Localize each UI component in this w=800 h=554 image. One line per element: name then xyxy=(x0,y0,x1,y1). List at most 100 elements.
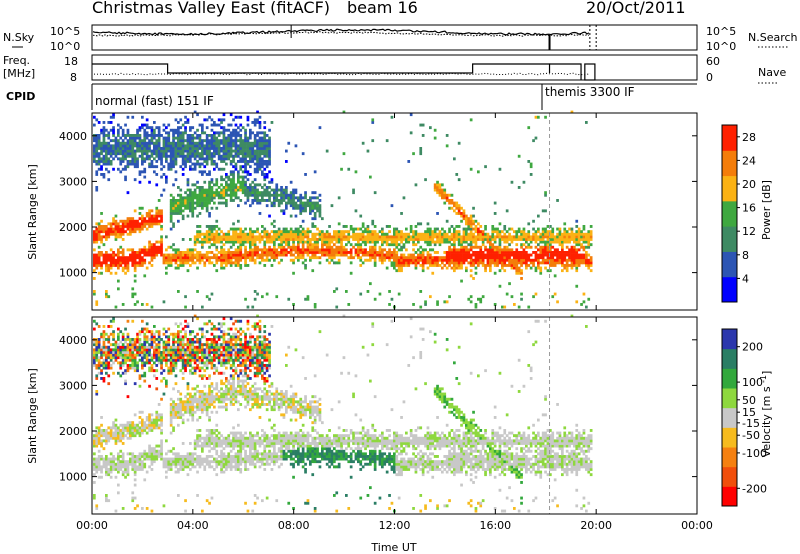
power-cell xyxy=(297,196,300,200)
velocity-cell xyxy=(172,356,175,360)
power-cell xyxy=(429,126,432,130)
power-cell xyxy=(114,149,118,153)
power-cell xyxy=(333,230,336,234)
power-cell xyxy=(491,245,495,249)
power-cell xyxy=(124,165,127,169)
velocity-cell xyxy=(133,382,137,386)
power-cell xyxy=(181,134,185,137)
velocity-cell xyxy=(112,468,115,471)
power-cell xyxy=(491,232,495,236)
power-cell xyxy=(215,131,219,135)
power-cell xyxy=(513,261,516,265)
power-cell xyxy=(306,245,310,249)
power-cell xyxy=(575,243,579,247)
velocity-cell xyxy=(162,462,166,466)
power-cell xyxy=(321,232,324,236)
power-cell xyxy=(400,248,403,252)
power-cell xyxy=(213,183,216,187)
power-cell xyxy=(390,243,394,247)
velocity-cell xyxy=(102,325,106,328)
power-cell xyxy=(378,251,382,254)
power-cell xyxy=(275,238,279,241)
power-cell xyxy=(201,201,204,205)
power-cell xyxy=(172,196,175,200)
power-cell xyxy=(479,248,483,252)
velocity-cell xyxy=(112,317,115,321)
power-cell xyxy=(304,235,307,239)
velocity-cell xyxy=(172,400,175,404)
velocity-cell xyxy=(124,361,127,365)
power-cell xyxy=(373,235,377,239)
power-cell xyxy=(359,264,363,267)
power-cell xyxy=(311,253,315,257)
power-cell xyxy=(301,245,305,249)
power-cell xyxy=(167,147,171,150)
power-cell xyxy=(337,230,341,234)
power-cell xyxy=(479,300,483,304)
velocity-cell xyxy=(124,470,127,474)
power-cell xyxy=(165,271,168,275)
power-cell xyxy=(102,227,106,231)
power-cell xyxy=(321,238,324,241)
power-cell xyxy=(582,238,586,241)
power-cell xyxy=(157,199,161,202)
power-cell xyxy=(517,251,521,254)
velocity-cell xyxy=(167,358,171,362)
power-cell xyxy=(148,248,151,252)
power-cell xyxy=(585,238,588,241)
power-cell xyxy=(97,245,101,249)
velocity-cell xyxy=(93,468,96,471)
power-cell xyxy=(309,209,312,213)
power-cell xyxy=(263,193,267,197)
power-cell xyxy=(153,251,156,254)
power-cell xyxy=(407,258,411,262)
power-cell xyxy=(337,238,341,241)
power-cell xyxy=(177,128,180,132)
power-cell xyxy=(244,188,247,192)
power-cell xyxy=(246,123,250,127)
power-cell xyxy=(220,157,223,161)
power-cell xyxy=(366,258,370,262)
power-cell xyxy=(580,303,583,306)
power-cell xyxy=(285,253,288,257)
power-cell xyxy=(520,264,523,267)
power-cell xyxy=(253,230,257,234)
power-cell xyxy=(241,235,245,239)
velocity-cell xyxy=(95,439,99,443)
power-cell xyxy=(316,209,319,213)
power-cell xyxy=(270,240,274,244)
power-cell xyxy=(285,251,288,254)
velocity-cell xyxy=(93,481,96,484)
velocity-cell xyxy=(143,421,147,425)
power-cell xyxy=(246,136,250,140)
velocity-cell xyxy=(126,421,130,425)
power-cell xyxy=(133,139,137,143)
power-cell xyxy=(169,160,173,163)
power-cell xyxy=(395,253,399,257)
power-cell xyxy=(186,188,190,192)
power-cell xyxy=(232,251,235,254)
power-cell xyxy=(189,147,192,150)
power-cell xyxy=(97,235,101,239)
power-cell xyxy=(210,199,214,202)
power-cell xyxy=(268,253,271,257)
power-cell xyxy=(465,256,468,260)
power-cell xyxy=(196,266,199,270)
velocity-cell xyxy=(169,457,173,461)
power-cell xyxy=(229,136,233,140)
power-cell xyxy=(472,238,475,241)
velocity-cell xyxy=(160,364,163,367)
power-cell xyxy=(162,123,166,127)
power-cell xyxy=(292,261,295,265)
velocity-cell xyxy=(150,335,154,339)
power-cell xyxy=(294,144,298,148)
power-cell xyxy=(313,191,317,195)
power-cell xyxy=(534,115,538,119)
velocity-cell xyxy=(157,426,161,430)
power-cell xyxy=(268,232,271,236)
power-cell xyxy=(376,253,379,257)
power-cell xyxy=(201,128,204,132)
velocity-cell xyxy=(119,345,123,349)
power-cell xyxy=(203,191,207,195)
power-cell xyxy=(169,165,173,169)
